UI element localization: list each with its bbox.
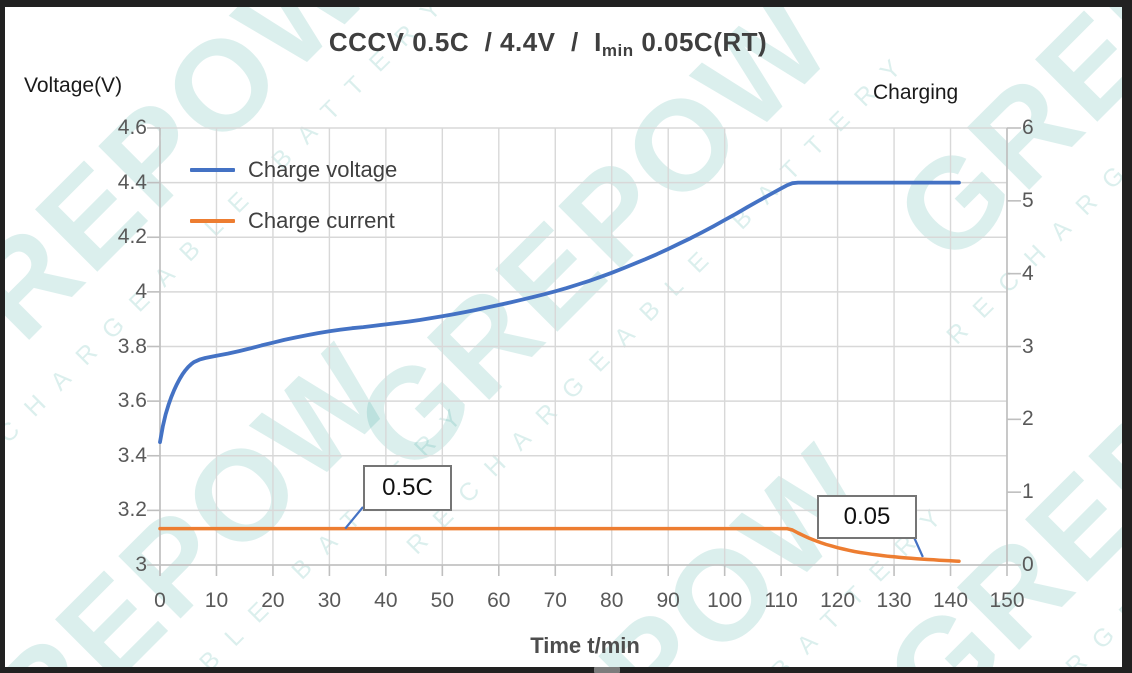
chart-title: CCCV 0.5C / 4.4V / Imin 0.05C(RT) (0, 27, 1096, 61)
gridlines (159, 127, 1008, 566)
annotation-0-5c: 0.5C (363, 465, 452, 511)
right-axis-title: Charging (873, 81, 959, 104)
legend-swatch-charge-voltage (190, 168, 235, 172)
chart-title-text: CCCV 0.5C / 4.4V / I (328, 27, 602, 57)
charge-voltage-line (158, 180, 961, 444)
legend-swatch-charge-current (190, 219, 235, 223)
x-axis-title: Time t/min (530, 633, 640, 658)
annotation-0-05: 0.05 (817, 495, 917, 539)
left-axis-title: Voltage(V) (24, 74, 123, 97)
cropped-text-fragment (594, 667, 620, 673)
chart-title-subscript: min (601, 41, 634, 60)
legend-label-charge-voltage: Charge voltage (248, 157, 398, 182)
legend: Charge voltage Charge current (190, 156, 397, 258)
charge-current-line (158, 526, 961, 563)
legend-label-charge-current: Charge current (248, 208, 395, 233)
legend-item-charge-voltage: Charge voltage (190, 156, 397, 184)
annotation-0-05-label: 0.05 (843, 503, 891, 530)
chart-title-suffix: 0.05C(RT) (633, 27, 768, 57)
annotation-0-5c-label: 0.5C (382, 474, 433, 501)
series-lines (158, 180, 961, 563)
legend-item-charge-current: Charge current (190, 207, 397, 235)
axes (147, 127, 1021, 576)
